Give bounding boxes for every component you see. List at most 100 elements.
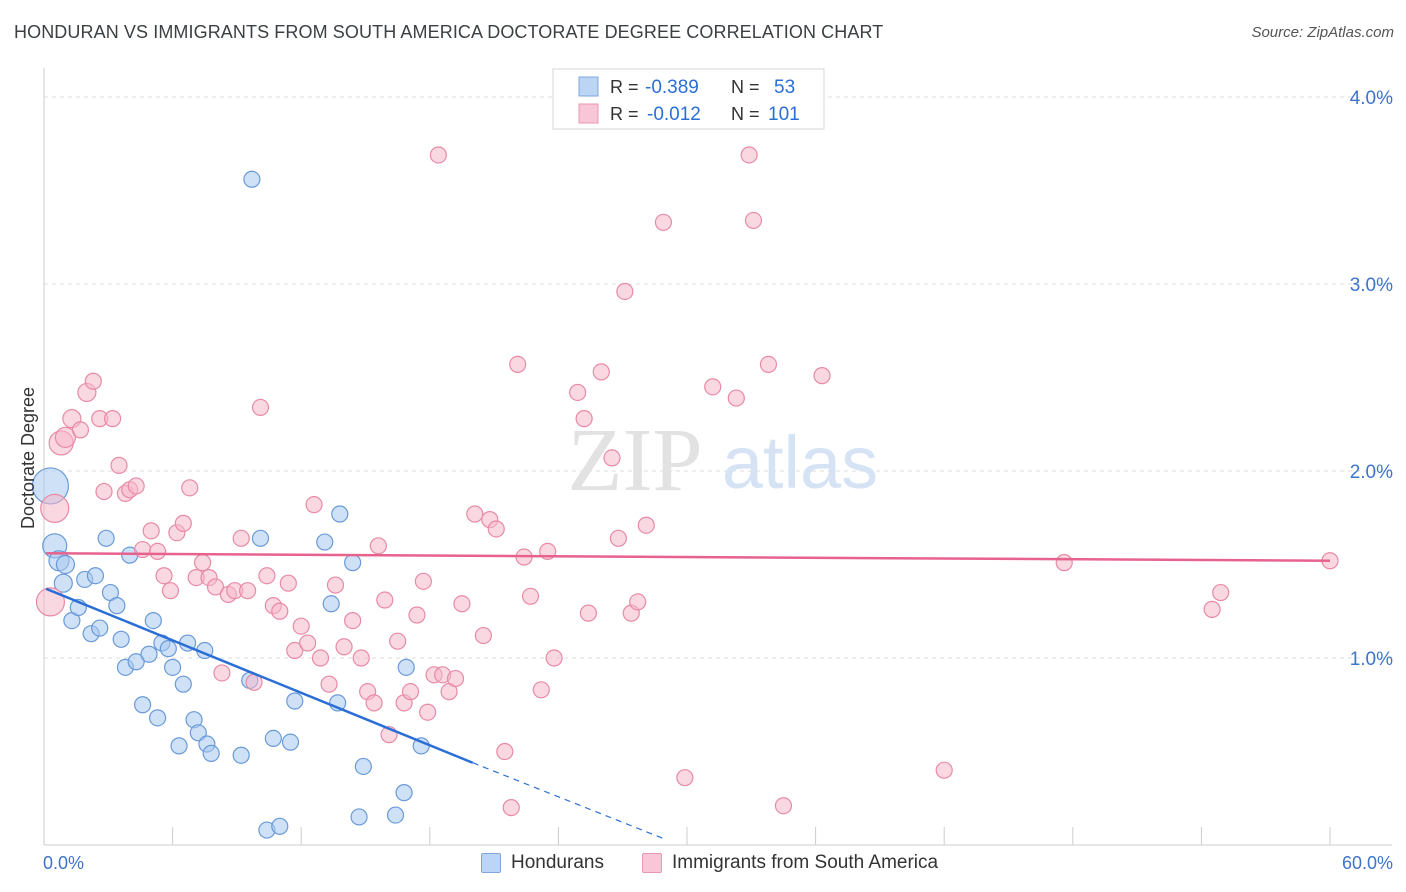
legend-item-hondurans: Hondurans <box>481 852 604 874</box>
data-point-immigrants <box>774 797 793 815</box>
data-point-immigrants <box>408 606 426 624</box>
data-point-hondurans <box>271 817 289 835</box>
data-point-immigrants <box>344 611 362 630</box>
data-point-hondurans <box>86 567 105 585</box>
data-point-immigrants <box>466 505 484 523</box>
data-point-immigrants <box>474 626 492 645</box>
data-point-immigrants <box>603 449 621 467</box>
y-tick-label: 2.0% <box>1350 462 1393 483</box>
data-point-hondurans <box>53 573 73 593</box>
data-point-immigrants <box>292 617 310 635</box>
data-point-hondurans <box>344 554 362 572</box>
legend-label-immigrants: Immigrants from South America <box>672 852 939 873</box>
data-point-hondurans <box>281 733 300 751</box>
trend-line-hondurans-extension <box>472 762 666 840</box>
data-point-immigrants <box>142 522 160 540</box>
data-point-immigrants <box>744 211 763 230</box>
data-point-hondurans <box>354 757 372 776</box>
data-point-immigrants <box>365 694 383 712</box>
grid-lines <box>44 96 1392 659</box>
data-point-immigrants <box>376 591 394 609</box>
data-point-immigrants <box>509 355 527 374</box>
series-hondurans <box>31 170 430 839</box>
data-point-immigrants <box>103 410 122 428</box>
data-point-immigrants <box>616 282 634 301</box>
data-point-immigrants <box>759 355 778 374</box>
legend-label-hondurans: Hondurans <box>511 852 604 873</box>
data-point-immigrants <box>629 593 647 611</box>
data-point-hondurans <box>148 709 167 727</box>
data-point-immigrants <box>326 576 345 594</box>
data-point-immigrants <box>414 572 432 590</box>
stats-swatch-pink <box>578 103 599 124</box>
data-point-immigrants <box>575 410 593 428</box>
data-point-hondurans <box>251 529 270 547</box>
data-point-hondurans <box>55 554 76 575</box>
data-point-immigrants <box>286 641 304 660</box>
y-axis-label: Doctorate Degree <box>18 387 38 529</box>
data-point-hondurans <box>397 658 415 676</box>
data-point-hondurans <box>202 744 220 762</box>
data-point-hondurans <box>331 505 349 523</box>
stats-r-value: -0.012 <box>647 104 701 125</box>
data-point-hondurans <box>170 737 188 755</box>
x-tick-label-min: 0.0% <box>43 853 84 873</box>
watermark-zip: ZIP <box>568 411 703 510</box>
data-point-immigrants <box>239 582 257 600</box>
data-point-immigrants <box>502 798 520 817</box>
data-point-immigrants <box>127 477 145 495</box>
data-point-immigrants <box>429 146 447 164</box>
data-point-immigrants <box>279 574 297 592</box>
data-point-hondurans <box>133 696 152 714</box>
data-point-hondurans <box>159 640 177 658</box>
y-tick-label: 4.0% <box>1350 88 1393 109</box>
data-point-immigrants <box>232 529 250 547</box>
data-point-hondurans <box>91 619 109 637</box>
stats-swatch-blue <box>578 76 599 97</box>
data-point-hondurans <box>108 597 126 615</box>
data-point-immigrants <box>206 578 225 596</box>
data-point-immigrants <box>194 554 212 572</box>
data-point-hondurans <box>144 611 162 630</box>
y-tick-label: 1.0% <box>1350 649 1393 670</box>
data-point-immigrants <box>609 529 628 547</box>
data-point-immigrants <box>521 587 540 605</box>
data-point-immigrants <box>174 514 192 532</box>
legend-swatch-pink <box>642 853 662 873</box>
legend-swatch-blue <box>481 853 501 873</box>
data-point-immigrants <box>487 520 505 538</box>
data-point-immigrants <box>592 363 610 381</box>
data-point-immigrants <box>110 456 128 474</box>
data-point-immigrants <box>213 664 231 682</box>
data-point-immigrants <box>579 604 598 622</box>
data-point-hondurans <box>264 729 282 748</box>
data-point-hondurans <box>243 170 261 188</box>
data-point-immigrants <box>740 146 758 164</box>
data-point-immigrants <box>532 681 550 699</box>
data-point-immigrants <box>251 398 270 417</box>
data-point-hondurans <box>232 746 250 764</box>
trend-lines <box>45 552 1331 840</box>
data-point-hondurans <box>395 784 413 802</box>
data-point-immigrants <box>311 649 330 667</box>
data-point-immigrants <box>133 540 152 559</box>
series-immigrants-south-america <box>35 146 1339 817</box>
data-point-immigrants <box>401 683 420 701</box>
data-point-immigrants <box>419 703 437 721</box>
axes <box>43 68 1392 846</box>
data-point-immigrants <box>148 542 167 561</box>
stats-legend: R = -0.389 N = 53 R = -0.012 N = 101 <box>552 68 825 130</box>
stats-n-label: N = <box>731 77 760 97</box>
data-point-immigrants <box>545 649 563 667</box>
y-tick-label: 3.0% <box>1350 275 1393 296</box>
data-point-immigrants <box>54 426 77 448</box>
stats-n-label: N = <box>731 104 760 124</box>
data-point-immigrants <box>727 389 745 407</box>
data-point-immigrants <box>1212 583 1230 602</box>
data-point-hondurans <box>174 675 192 693</box>
stats-n-value: 53 <box>774 77 795 98</box>
data-point-immigrants <box>299 634 317 652</box>
data-point-immigrants <box>389 632 407 650</box>
stats-r-value: -0.389 <box>645 77 699 98</box>
trend-line-immigrants <box>46 552 1331 563</box>
